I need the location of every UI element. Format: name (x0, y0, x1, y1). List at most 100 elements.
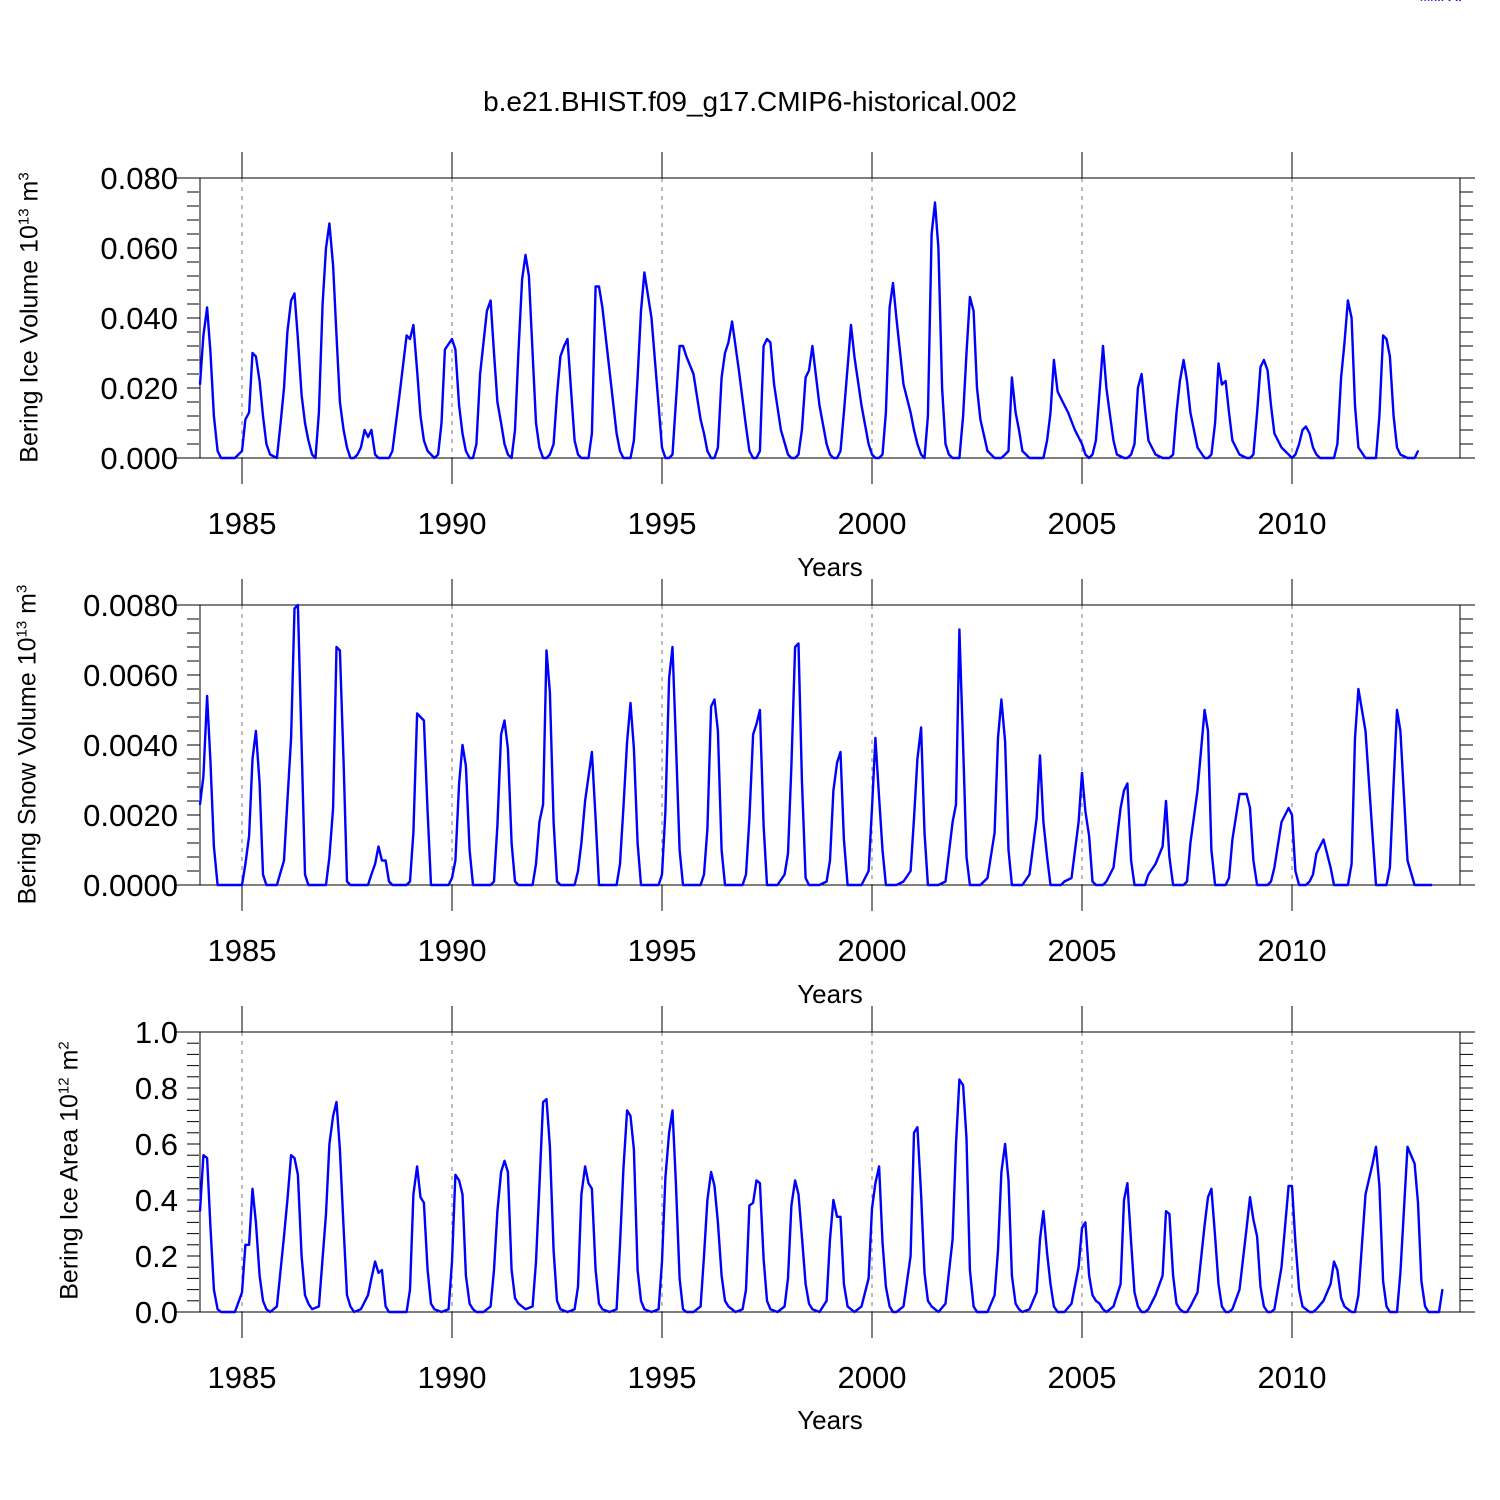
data-point (233, 457, 236, 459)
data-point (808, 369, 810, 372)
data-point (804, 1283, 807, 1285)
data-point (773, 383, 776, 386)
data-point (881, 849, 884, 851)
data-point (1102, 884, 1104, 886)
data-point (577, 1285, 579, 1288)
data-point (1252, 1218, 1255, 1221)
data-point (510, 842, 513, 844)
data-point (584, 800, 587, 802)
data-point (710, 1171, 713, 1173)
data-point (699, 1305, 702, 1308)
data-point (1004, 740, 1007, 743)
data-point (1175, 884, 1178, 886)
data-point (206, 306, 209, 309)
data-point (1427, 0, 1430, 1)
data-point (1109, 415, 1112, 417)
data-point (304, 422, 306, 424)
data-point (1427, 1311, 1430, 1313)
data-point (1147, 873, 1150, 876)
data-point (783, 1305, 786, 1308)
data-point (338, 401, 341, 403)
data-point (965, 856, 968, 858)
data-point (594, 285, 597, 288)
data-point (248, 411, 251, 414)
data-point (503, 1159, 506, 1162)
data-point (202, 775, 205, 778)
data-point (993, 457, 996, 459)
data-point (1133, 1291, 1136, 1294)
data-point (479, 373, 482, 375)
x-axis-label: Years (797, 552, 863, 582)
data-point (944, 1302, 947, 1305)
data-point (342, 429, 345, 431)
data-point (748, 817, 751, 820)
data-point (367, 436, 369, 438)
data-point (290, 737, 293, 739)
data-point (1262, 1305, 1265, 1308)
data-point (884, 411, 887, 414)
data-point (1413, 457, 1416, 459)
data-point (920, 1193, 923, 1196)
data-point (661, 446, 663, 449)
data-point (1182, 1311, 1185, 1313)
data-point (1273, 432, 1276, 435)
data-point (573, 1308, 576, 1311)
data-point (706, 1199, 709, 1201)
data-point (1417, 450, 1419, 452)
data-point (356, 453, 359, 456)
data-point (321, 303, 324, 305)
data-point (265, 443, 268, 445)
data-point (1073, 429, 1076, 431)
data-point (1098, 1302, 1101, 1305)
data-point (545, 1098, 548, 1101)
data-point (359, 1308, 362, 1311)
data-point (671, 1109, 674, 1112)
data-point (1312, 1311, 1314, 1313)
data-point (997, 737, 999, 739)
y-tick-label: 0.080 (100, 161, 178, 196)
data-point (615, 884, 618, 886)
data-point (640, 1299, 642, 1302)
data-point (1161, 845, 1164, 848)
data-point (311, 1308, 314, 1311)
data-point (506, 453, 509, 456)
data-point (1115, 453, 1118, 456)
data-point (286, 1199, 289, 1201)
y-tick-label: 0.0020 (83, 798, 178, 833)
data-point (1105, 880, 1108, 883)
data-point (674, 740, 677, 743)
data-point (1382, 884, 1385, 886)
data-point (1105, 387, 1108, 389)
data-point (1333, 884, 1335, 886)
data-point (902, 383, 905, 386)
data-point (1382, 1280, 1385, 1283)
data-point (832, 789, 835, 792)
data-point (1270, 880, 1272, 883)
data-point (720, 376, 723, 379)
data-point (380, 1269, 383, 1271)
data-point (1354, 1311, 1356, 1313)
data-point (328, 222, 331, 225)
data-point (461, 432, 464, 435)
data-point (979, 884, 982, 886)
data-point (569, 387, 572, 389)
x-axis-label: Years (797, 1405, 863, 1435)
data-point (923, 1271, 926, 1274)
data-point (388, 880, 390, 883)
data-point (1406, 457, 1409, 459)
data-point (1144, 1311, 1146, 1313)
data-point (1189, 1305, 1192, 1308)
data-point (902, 880, 905, 883)
x-tick-label: 2010 (1258, 933, 1327, 968)
data-point (619, 863, 621, 865)
data-point (1430, 884, 1433, 886)
data-point (993, 1294, 996, 1297)
chart-panel-1: 0.0000 0.0020 0.0040 0.0060 0.0080 1985 1990 19… (83, 0, 1475, 968)
data-point (482, 884, 485, 886)
data-point (839, 751, 842, 753)
data-point (1196, 446, 1199, 449)
data-point (850, 324, 852, 326)
data-point (493, 880, 495, 883)
data-point (573, 439, 576, 442)
chart-panel-0: 0.000 0.020 0.040 0.060 0.080 1985 1990 1995 200… (100, 0, 1475, 541)
